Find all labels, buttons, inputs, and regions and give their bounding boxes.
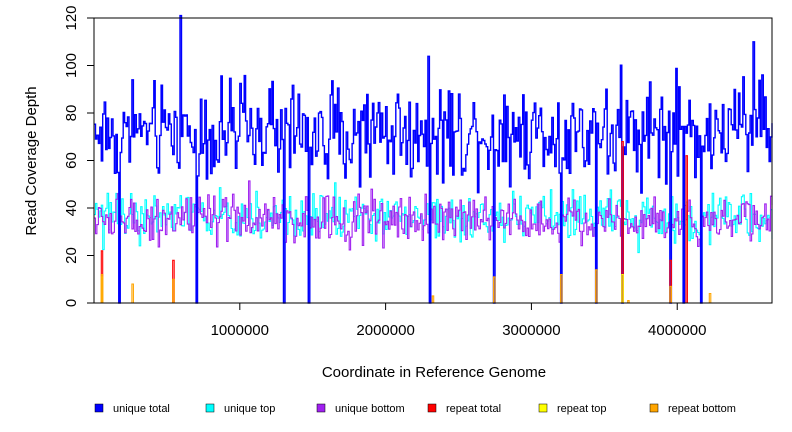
y-tick-label: 60 <box>63 152 80 169</box>
y-axis-title: Read Coverage Depth <box>23 86 40 235</box>
legend-swatch <box>649 403 659 413</box>
y-axis: 0 20 40 60 80 100 120 <box>63 5 95 307</box>
y-tick-label: 120 <box>63 5 80 30</box>
legend-swatch <box>538 403 548 413</box>
y-tick-label: 80 <box>63 105 80 122</box>
legend-swatch <box>205 403 215 413</box>
y-tick-label: 20 <box>63 247 80 264</box>
x-tick-label: 1000000 <box>211 322 269 339</box>
x-tick-label: 3000000 <box>502 322 560 339</box>
legend-label: unique bottom <box>335 403 405 415</box>
legend-label: unique total <box>113 403 170 415</box>
legend-swatch <box>316 403 326 413</box>
series-line-unique-bottom <box>94 180 773 304</box>
legend-swatch <box>427 403 437 413</box>
x-axis: 1000000 2000000 3000000 4000000 <box>211 302 706 339</box>
x-axis-title: Coordinate in Reference Genome <box>322 364 546 381</box>
series-line-unique-total <box>94 14 773 304</box>
series-line-unique-top <box>94 182 773 304</box>
legend-label: repeat top <box>557 403 607 415</box>
legend-swatch <box>94 403 104 413</box>
legend: unique total unique top unique bottom repea… <box>94 403 736 415</box>
x-tick-label: 2000000 <box>356 322 414 339</box>
y-tick-label: 0 <box>63 299 80 307</box>
y-tick-label: 40 <box>63 200 80 217</box>
x-tick-label: 4000000 <box>648 322 706 339</box>
y-tick-label: 100 <box>63 53 80 78</box>
legend-label: repeat total <box>446 403 501 415</box>
legend-label: repeat bottom <box>668 403 736 415</box>
legend-label: unique top <box>224 403 275 415</box>
